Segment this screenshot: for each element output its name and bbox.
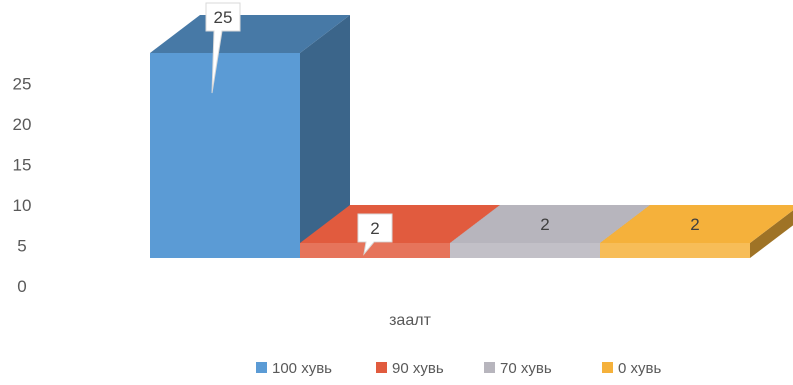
y-tick-label: 0	[17, 277, 26, 296]
x-axis-label: заалт	[389, 312, 431, 329]
y-tick-label: 25	[13, 75, 32, 94]
legend-swatch	[602, 362, 613, 373]
bar-side-4	[750, 210, 793, 258]
legend-item: 0 хувь	[602, 360, 661, 377]
y-tick-label: 20	[13, 115, 32, 134]
y-tick-label: 5	[17, 237, 26, 256]
bar-3	[450, 243, 600, 258]
legend-item: 100 хувь	[256, 360, 332, 377]
data-label: 2	[690, 215, 699, 234]
bar-top-2	[300, 205, 500, 243]
bar-top-1	[150, 15, 350, 53]
data-label-callout	[205, 2, 241, 94]
legend-label: 70 хувь	[500, 360, 552, 377]
legend-swatch	[256, 362, 267, 373]
bar-2	[300, 243, 450, 258]
bar-top-3	[450, 205, 650, 243]
data-label: 25	[214, 8, 233, 27]
legend-swatch	[484, 362, 495, 373]
y-tick-label: 15	[13, 156, 32, 175]
bar-top-4	[600, 205, 793, 243]
bar-1	[150, 53, 300, 258]
legend-swatch	[376, 362, 387, 373]
data-label-callout	[357, 213, 393, 256]
legend-label: 100 хувь	[272, 360, 332, 377]
legend: 100 хувь 90 хувь 70 хувь 0 хувь	[256, 360, 661, 377]
legend-label: 90 хувь	[392, 360, 444, 377]
legend-label: 0 хувь	[618, 360, 661, 377]
bar-side-1	[300, 15, 350, 258]
legend-item: 70 хувь	[484, 360, 552, 377]
y-tick-label: 10	[13, 196, 32, 215]
data-labels-group: 25 2 2 2	[205, 2, 700, 256]
bars-group	[150, 15, 793, 258]
y-axis-ticks: 0 5 10 15 20 25	[13, 75, 32, 297]
bar-4	[600, 243, 750, 258]
legend-item: 90 хувь	[376, 360, 444, 377]
data-label: 2	[540, 215, 549, 234]
data-label: 2	[370, 219, 379, 238]
